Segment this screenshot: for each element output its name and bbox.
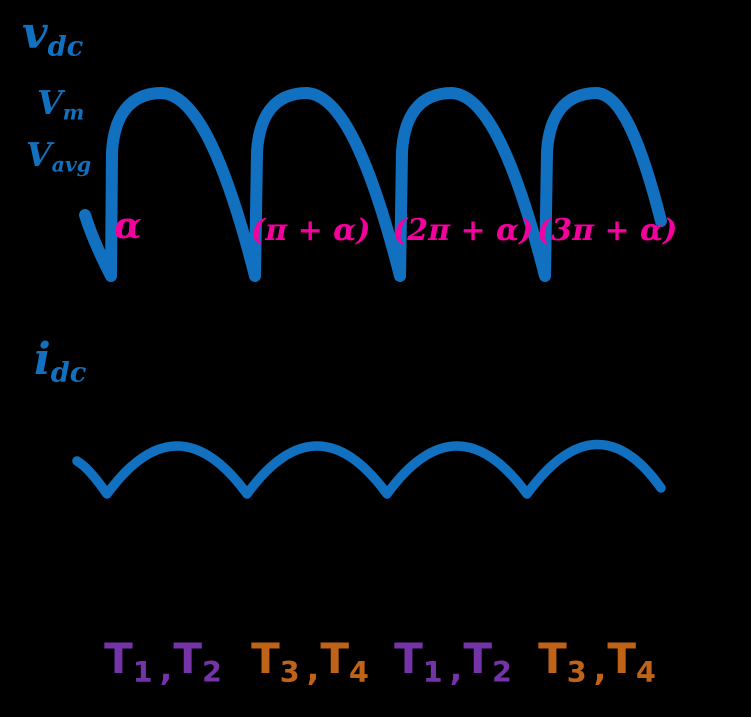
thyristor-subscript: 3 xyxy=(566,655,587,690)
current-axis-label-sub: dc xyxy=(50,356,87,389)
current-waveform xyxy=(72,439,666,499)
thyristor-subscript: 1 xyxy=(422,655,443,690)
current-axis-label-base: i xyxy=(34,334,51,385)
peak-voltage-label: Vm xyxy=(37,86,84,123)
conduction-label-t1-t2-second: T1 ,T2 xyxy=(383,638,523,687)
thyristor-subscript: 4 xyxy=(636,655,656,690)
thyristor-subscript: 2 xyxy=(202,655,222,690)
conduction-label-t3-t4-second: T3 ,T4 xyxy=(527,638,667,687)
average-voltage-label-base: V xyxy=(26,135,52,174)
thyristor-subscript: 1 xyxy=(132,655,153,690)
voltage-waveform xyxy=(79,87,667,282)
voltage-axis-label-base: v xyxy=(22,8,48,59)
firing-angle-label-pi-plus-alpha: (π + α) xyxy=(251,213,371,248)
peak-voltage-label-base: V xyxy=(37,83,63,122)
conduction-label-t3-t4-first: T3 ,T4 xyxy=(240,638,380,687)
thyristor-symbol: T xyxy=(607,634,637,683)
thyristor-symbol: T xyxy=(538,634,567,683)
comma-separator: , xyxy=(449,649,463,689)
conduction-label-t1-t2-first: T1 ,T2 xyxy=(93,638,233,687)
current-axis-label: idc xyxy=(34,338,86,387)
thyristor-symbol: T xyxy=(463,634,493,683)
thyristor-symbol: T xyxy=(104,634,133,683)
average-voltage-label-sub: avg xyxy=(51,152,92,177)
voltage-axis-label: vdc xyxy=(22,12,83,61)
comma-separator: , xyxy=(593,649,607,689)
thyristor-subscript: 2 xyxy=(492,655,512,690)
peak-voltage-label-sub: m xyxy=(62,100,85,125)
thyristor-symbol: T xyxy=(251,634,280,683)
thyristor-symbol: T xyxy=(394,634,423,683)
comma-separator: , xyxy=(306,649,320,689)
firing-angle-label-3pi-plus-alpha: (3π + α) xyxy=(537,213,678,248)
average-voltage-label: Vavg xyxy=(26,138,91,175)
firing-angle-label-2pi-plus-alpha: (2π + α) xyxy=(393,213,534,248)
comma-separator: , xyxy=(159,649,173,689)
thyristor-symbol: T xyxy=(320,634,350,683)
voltage-axis-label-sub: dc xyxy=(47,30,84,63)
thyristor-subscript: 3 xyxy=(279,655,300,690)
thyristor-subscript: 4 xyxy=(349,655,369,690)
firing-angle-label-alpha: α xyxy=(114,205,142,247)
thyristor-symbol: T xyxy=(173,634,203,683)
